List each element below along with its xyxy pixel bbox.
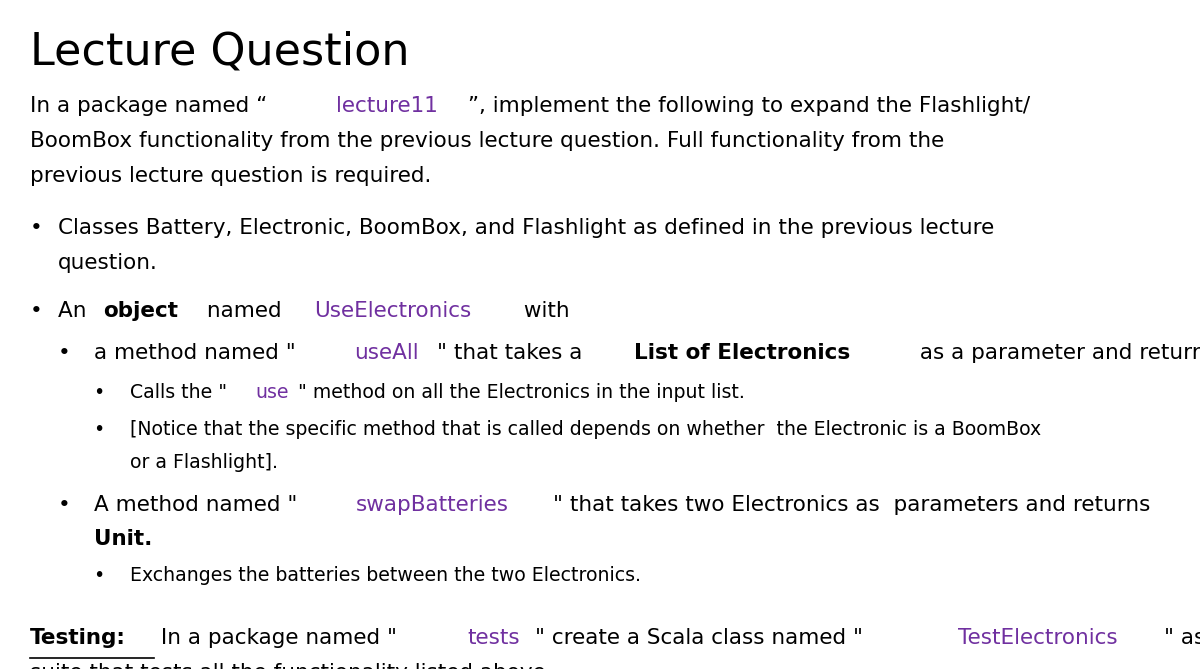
Text: previous lecture question is required.: previous lecture question is required. bbox=[30, 166, 431, 186]
Text: question.: question. bbox=[58, 253, 157, 273]
Text: •: • bbox=[30, 302, 43, 321]
Text: TestElectronics: TestElectronics bbox=[959, 628, 1118, 648]
Text: •: • bbox=[58, 494, 71, 514]
Text: Calls the ": Calls the " bbox=[130, 383, 227, 402]
Text: " that takes two Electronics as  parameters and returns: " that takes two Electronics as paramete… bbox=[553, 494, 1151, 514]
Text: " create a Scala class named ": " create a Scala class named " bbox=[535, 628, 863, 648]
Text: Testing:: Testing: bbox=[30, 628, 126, 648]
Text: BoomBox functionality from the previous lecture question. Full functionality fro: BoomBox functionality from the previous … bbox=[30, 131, 944, 151]
Text: Lecture Question: Lecture Question bbox=[30, 30, 409, 73]
Text: object: object bbox=[103, 302, 179, 321]
Text: swapBatteries: swapBatteries bbox=[356, 494, 509, 514]
Text: as a parameter and returns: as a parameter and returns bbox=[913, 343, 1200, 363]
Text: •: • bbox=[94, 419, 104, 439]
Text: Exchanges the batteries between the two Electronics.: Exchanges the batteries between the two … bbox=[130, 566, 641, 585]
Text: " that takes a: " that takes a bbox=[437, 343, 589, 363]
Text: A method named ": A method named " bbox=[94, 494, 296, 514]
Text: " as a test: " as a test bbox=[1164, 628, 1200, 648]
Text: with: with bbox=[517, 302, 570, 321]
Text: suite that tests all the functionality listed above.: suite that tests all the functionality l… bbox=[30, 663, 553, 669]
Text: or a Flashlight].: or a Flashlight]. bbox=[130, 453, 277, 472]
Text: useAll: useAll bbox=[354, 343, 419, 363]
Text: In a package named “: In a package named “ bbox=[30, 96, 268, 116]
Text: List of Electronics: List of Electronics bbox=[634, 343, 850, 363]
Text: use: use bbox=[254, 383, 288, 402]
Text: UseElectronics: UseElectronics bbox=[314, 302, 472, 321]
Text: •: • bbox=[58, 343, 71, 363]
Text: In a package named ": In a package named " bbox=[154, 628, 397, 648]
Text: a method named ": a method named " bbox=[94, 343, 295, 363]
Text: [Notice that the specific method that is called depends on whether  the Electron: [Notice that the specific method that is… bbox=[130, 419, 1040, 439]
Text: lecture11: lecture11 bbox=[336, 96, 438, 116]
Text: An: An bbox=[58, 302, 92, 321]
Text: •: • bbox=[94, 383, 104, 402]
Text: •: • bbox=[30, 218, 43, 238]
Text: ”, implement the following to expand the Flashlight/: ”, implement the following to expand the… bbox=[468, 96, 1030, 116]
Text: tests: tests bbox=[467, 628, 520, 648]
Text: named: named bbox=[200, 302, 288, 321]
Text: Classes Battery, Electronic, BoomBox, and Flashlight as defined in the previous : Classes Battery, Electronic, BoomBox, an… bbox=[58, 218, 994, 238]
Text: " method on all the Electronics in the input list.: " method on all the Electronics in the i… bbox=[298, 383, 745, 402]
Text: •: • bbox=[94, 566, 104, 585]
Text: Unit.: Unit. bbox=[94, 529, 152, 549]
